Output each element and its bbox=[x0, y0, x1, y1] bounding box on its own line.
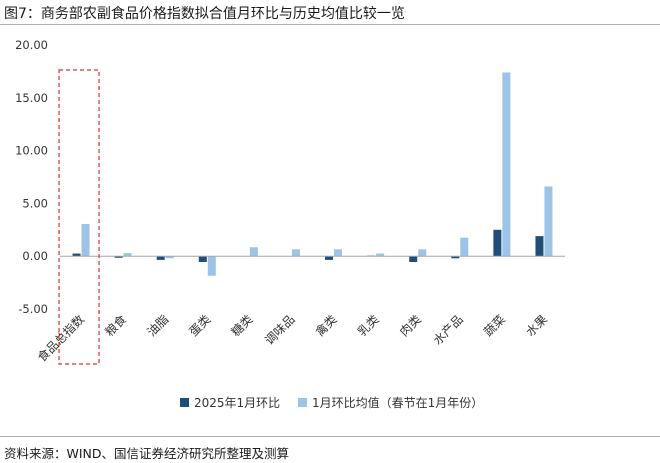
bar-series-1 bbox=[325, 256, 334, 260]
x-tick-label: 水果 bbox=[523, 312, 550, 339]
y-tick-label: 5.00 bbox=[22, 196, 48, 210]
legend-label-series-1: 2025年1月环比 bbox=[194, 396, 281, 410]
bar-series-2 bbox=[207, 256, 216, 276]
x-tick-label: 乳类 bbox=[355, 312, 382, 339]
y-axis: 20.00 15.00 10.00 5.00 0.00 -5.00 bbox=[15, 38, 48, 316]
x-tick-label: 禽类 bbox=[312, 312, 340, 340]
bars bbox=[72, 72, 553, 276]
bar-series-1 bbox=[535, 236, 544, 257]
bar-series-2 bbox=[81, 223, 90, 257]
bar-series-2 bbox=[123, 253, 132, 257]
bar-series-1 bbox=[72, 253, 81, 257]
bar-series-2 bbox=[165, 256, 174, 259]
bar-series-1 bbox=[451, 256, 460, 259]
x-tick-label: 油脂 bbox=[144, 312, 172, 340]
bar-series-2 bbox=[418, 249, 427, 257]
highlight-box bbox=[58, 69, 100, 365]
bar-series-1 bbox=[114, 256, 123, 258]
x-tick-label: 食品总指数 bbox=[34, 312, 87, 365]
bottom-rule bbox=[0, 436, 660, 437]
legend-swatch-series-2 bbox=[298, 398, 308, 407]
bar-series-1 bbox=[156, 256, 165, 260]
x-axis-labels: 食品总指数 粮食 油脂 蛋类 糖类 调味品 禽类 乳类 肉类 水产品 蔬菜 水果 bbox=[34, 312, 550, 365]
y-tick-label: 0.00 bbox=[22, 249, 48, 263]
x-tick-label: 蛋类 bbox=[187, 312, 214, 339]
y-tick-label: -5.00 bbox=[18, 302, 48, 316]
y-tick-label: 20.00 bbox=[15, 38, 48, 52]
legend-swatch-series-1 bbox=[180, 398, 189, 407]
chart-title: 图7：商务部农副食品价格指数拟合值月环比与历史均值比较一览 bbox=[4, 6, 405, 22]
bar-series-2 bbox=[291, 249, 300, 257]
x-tick-label: 肉类 bbox=[397, 312, 424, 339]
legend-item-series-2: 1月环比均值（春节在1月年份） bbox=[298, 394, 483, 411]
bar-series-2 bbox=[249, 247, 258, 257]
x-tick-label: 粮食 bbox=[102, 312, 130, 340]
x-tick-label: 调味品 bbox=[262, 312, 297, 347]
bar-series-2 bbox=[376, 253, 385, 257]
bar-series-1 bbox=[409, 256, 418, 263]
y-tick-label: 15.00 bbox=[15, 91, 48, 105]
x-tick-label: 糖类 bbox=[228, 312, 256, 340]
x-tick-label: 水产品 bbox=[431, 312, 466, 347]
legend-item-series-1: 2025年1月环比 bbox=[180, 394, 280, 411]
x-tick-label: 蔬菜 bbox=[481, 312, 508, 339]
y-tick-label: 10.00 bbox=[15, 144, 48, 158]
bar-series-1 bbox=[493, 229, 502, 257]
legend: 2025年1月环比 1月环比均值（春节在1月年份） bbox=[180, 394, 497, 411]
bar-series-2 bbox=[502, 72, 511, 257]
bar-series-2 bbox=[544, 186, 553, 257]
bar-series-1 bbox=[198, 256, 207, 263]
source-note: 资料来源：WIND、国信证券经济研究所整理及测算 bbox=[4, 446, 290, 461]
bar-series-2 bbox=[334, 249, 343, 257]
bar-series-2 bbox=[460, 237, 469, 257]
legend-label-series-2: 1月环比均值（春节在1月年份） bbox=[312, 396, 484, 410]
top-rule bbox=[0, 24, 660, 25]
